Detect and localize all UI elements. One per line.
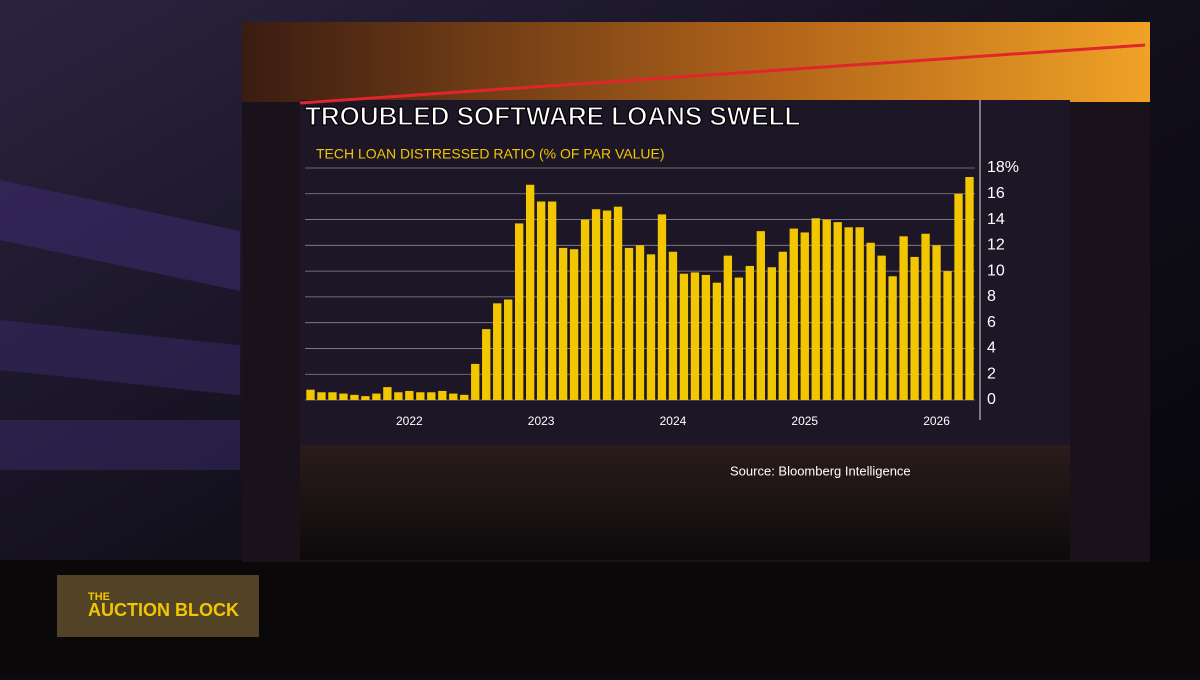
bar xyxy=(569,249,579,400)
bar xyxy=(723,255,733,400)
x-tick-label: 2023 xyxy=(528,414,555,428)
bar xyxy=(701,274,711,400)
bar xyxy=(536,201,546,400)
bar xyxy=(646,254,656,400)
bar xyxy=(635,245,645,400)
bar xyxy=(471,363,480,400)
bar xyxy=(679,273,689,400)
screen-bottom xyxy=(300,445,1070,560)
bar xyxy=(932,245,941,400)
y-tick-label: 6 xyxy=(987,314,996,331)
bar xyxy=(405,390,414,400)
bar xyxy=(602,210,612,400)
chart-title: TROUBLED SOFTWARE LOANS SWELL xyxy=(305,101,801,131)
bar xyxy=(888,276,897,400)
bar xyxy=(525,184,535,400)
bar xyxy=(515,223,524,400)
bar xyxy=(657,214,667,400)
bar xyxy=(504,299,513,400)
y-tick-label: 18% xyxy=(987,159,1019,176)
x-tick-label: 2026 xyxy=(923,414,950,428)
bar xyxy=(844,227,853,400)
y-tick-label: 12 xyxy=(987,237,1005,254)
bar xyxy=(339,393,348,400)
bar xyxy=(954,193,963,400)
logo-box xyxy=(57,575,259,637)
bar xyxy=(778,251,787,400)
bar xyxy=(624,247,634,400)
x-tick-label: 2024 xyxy=(660,414,687,428)
red-rule xyxy=(299,43,1146,105)
ticker-band xyxy=(0,320,240,396)
bar xyxy=(943,271,952,400)
bar xyxy=(855,227,864,400)
bar xyxy=(372,393,381,400)
bar xyxy=(767,267,776,400)
ticker-band xyxy=(0,420,240,470)
bar xyxy=(328,392,337,400)
bar xyxy=(482,329,491,400)
bar xyxy=(438,390,447,400)
bar xyxy=(899,236,908,400)
bar xyxy=(449,393,458,400)
logo-line1: THE xyxy=(88,591,110,603)
bar xyxy=(921,233,930,400)
bar xyxy=(668,251,678,400)
y-tick-label: 4 xyxy=(987,340,996,357)
bar xyxy=(789,228,798,400)
bar xyxy=(833,222,842,400)
y-tick-label: 14 xyxy=(987,211,1005,228)
bar xyxy=(394,392,403,400)
bar xyxy=(580,219,590,400)
y-tick-label: 16 xyxy=(987,185,1005,202)
bar xyxy=(866,242,875,400)
bar xyxy=(306,389,315,400)
bar xyxy=(965,177,974,400)
bar xyxy=(350,394,359,400)
bar xyxy=(493,303,502,400)
y-tick-label: 8 xyxy=(987,288,996,305)
bar xyxy=(558,247,568,400)
screen-top xyxy=(242,22,1150,102)
y-tick-label: 2 xyxy=(987,365,996,382)
chart-subtitle: TECH LOAN DISTRESSED RATIO (% OF PAR VAL… xyxy=(316,146,665,162)
bar xyxy=(712,282,722,400)
bar xyxy=(690,272,700,400)
logo-line2: AUCTION BLOCK xyxy=(88,600,239,620)
bar xyxy=(427,392,436,400)
bar xyxy=(877,255,886,400)
bar xyxy=(460,394,469,400)
bar xyxy=(613,206,623,400)
x-tick-label: 2025 xyxy=(791,414,818,428)
bar xyxy=(734,277,744,400)
bar xyxy=(547,201,557,400)
plot: 0 2 4 6 8 10 12 14 16 18% 2022 2023 2024 2025 2026 xyxy=(305,100,1019,428)
source: Source: Bloomberg Intelligence xyxy=(730,463,911,478)
bar xyxy=(811,218,820,400)
ticker-band xyxy=(0,180,240,292)
bar xyxy=(800,232,809,400)
y-tick-label: 0 xyxy=(987,391,996,408)
bar xyxy=(317,392,326,400)
bar xyxy=(910,256,919,400)
bar xyxy=(383,387,392,400)
bar xyxy=(756,231,765,400)
x-tick-label: 2022 xyxy=(396,414,423,428)
program-logo: THE AUCTION BLOCK xyxy=(57,575,259,637)
bar xyxy=(745,265,755,400)
bar xyxy=(591,209,601,400)
bar xyxy=(361,396,370,400)
bar xyxy=(822,219,831,400)
bar xyxy=(416,392,425,400)
y-tick-label: 10 xyxy=(987,262,1005,279)
